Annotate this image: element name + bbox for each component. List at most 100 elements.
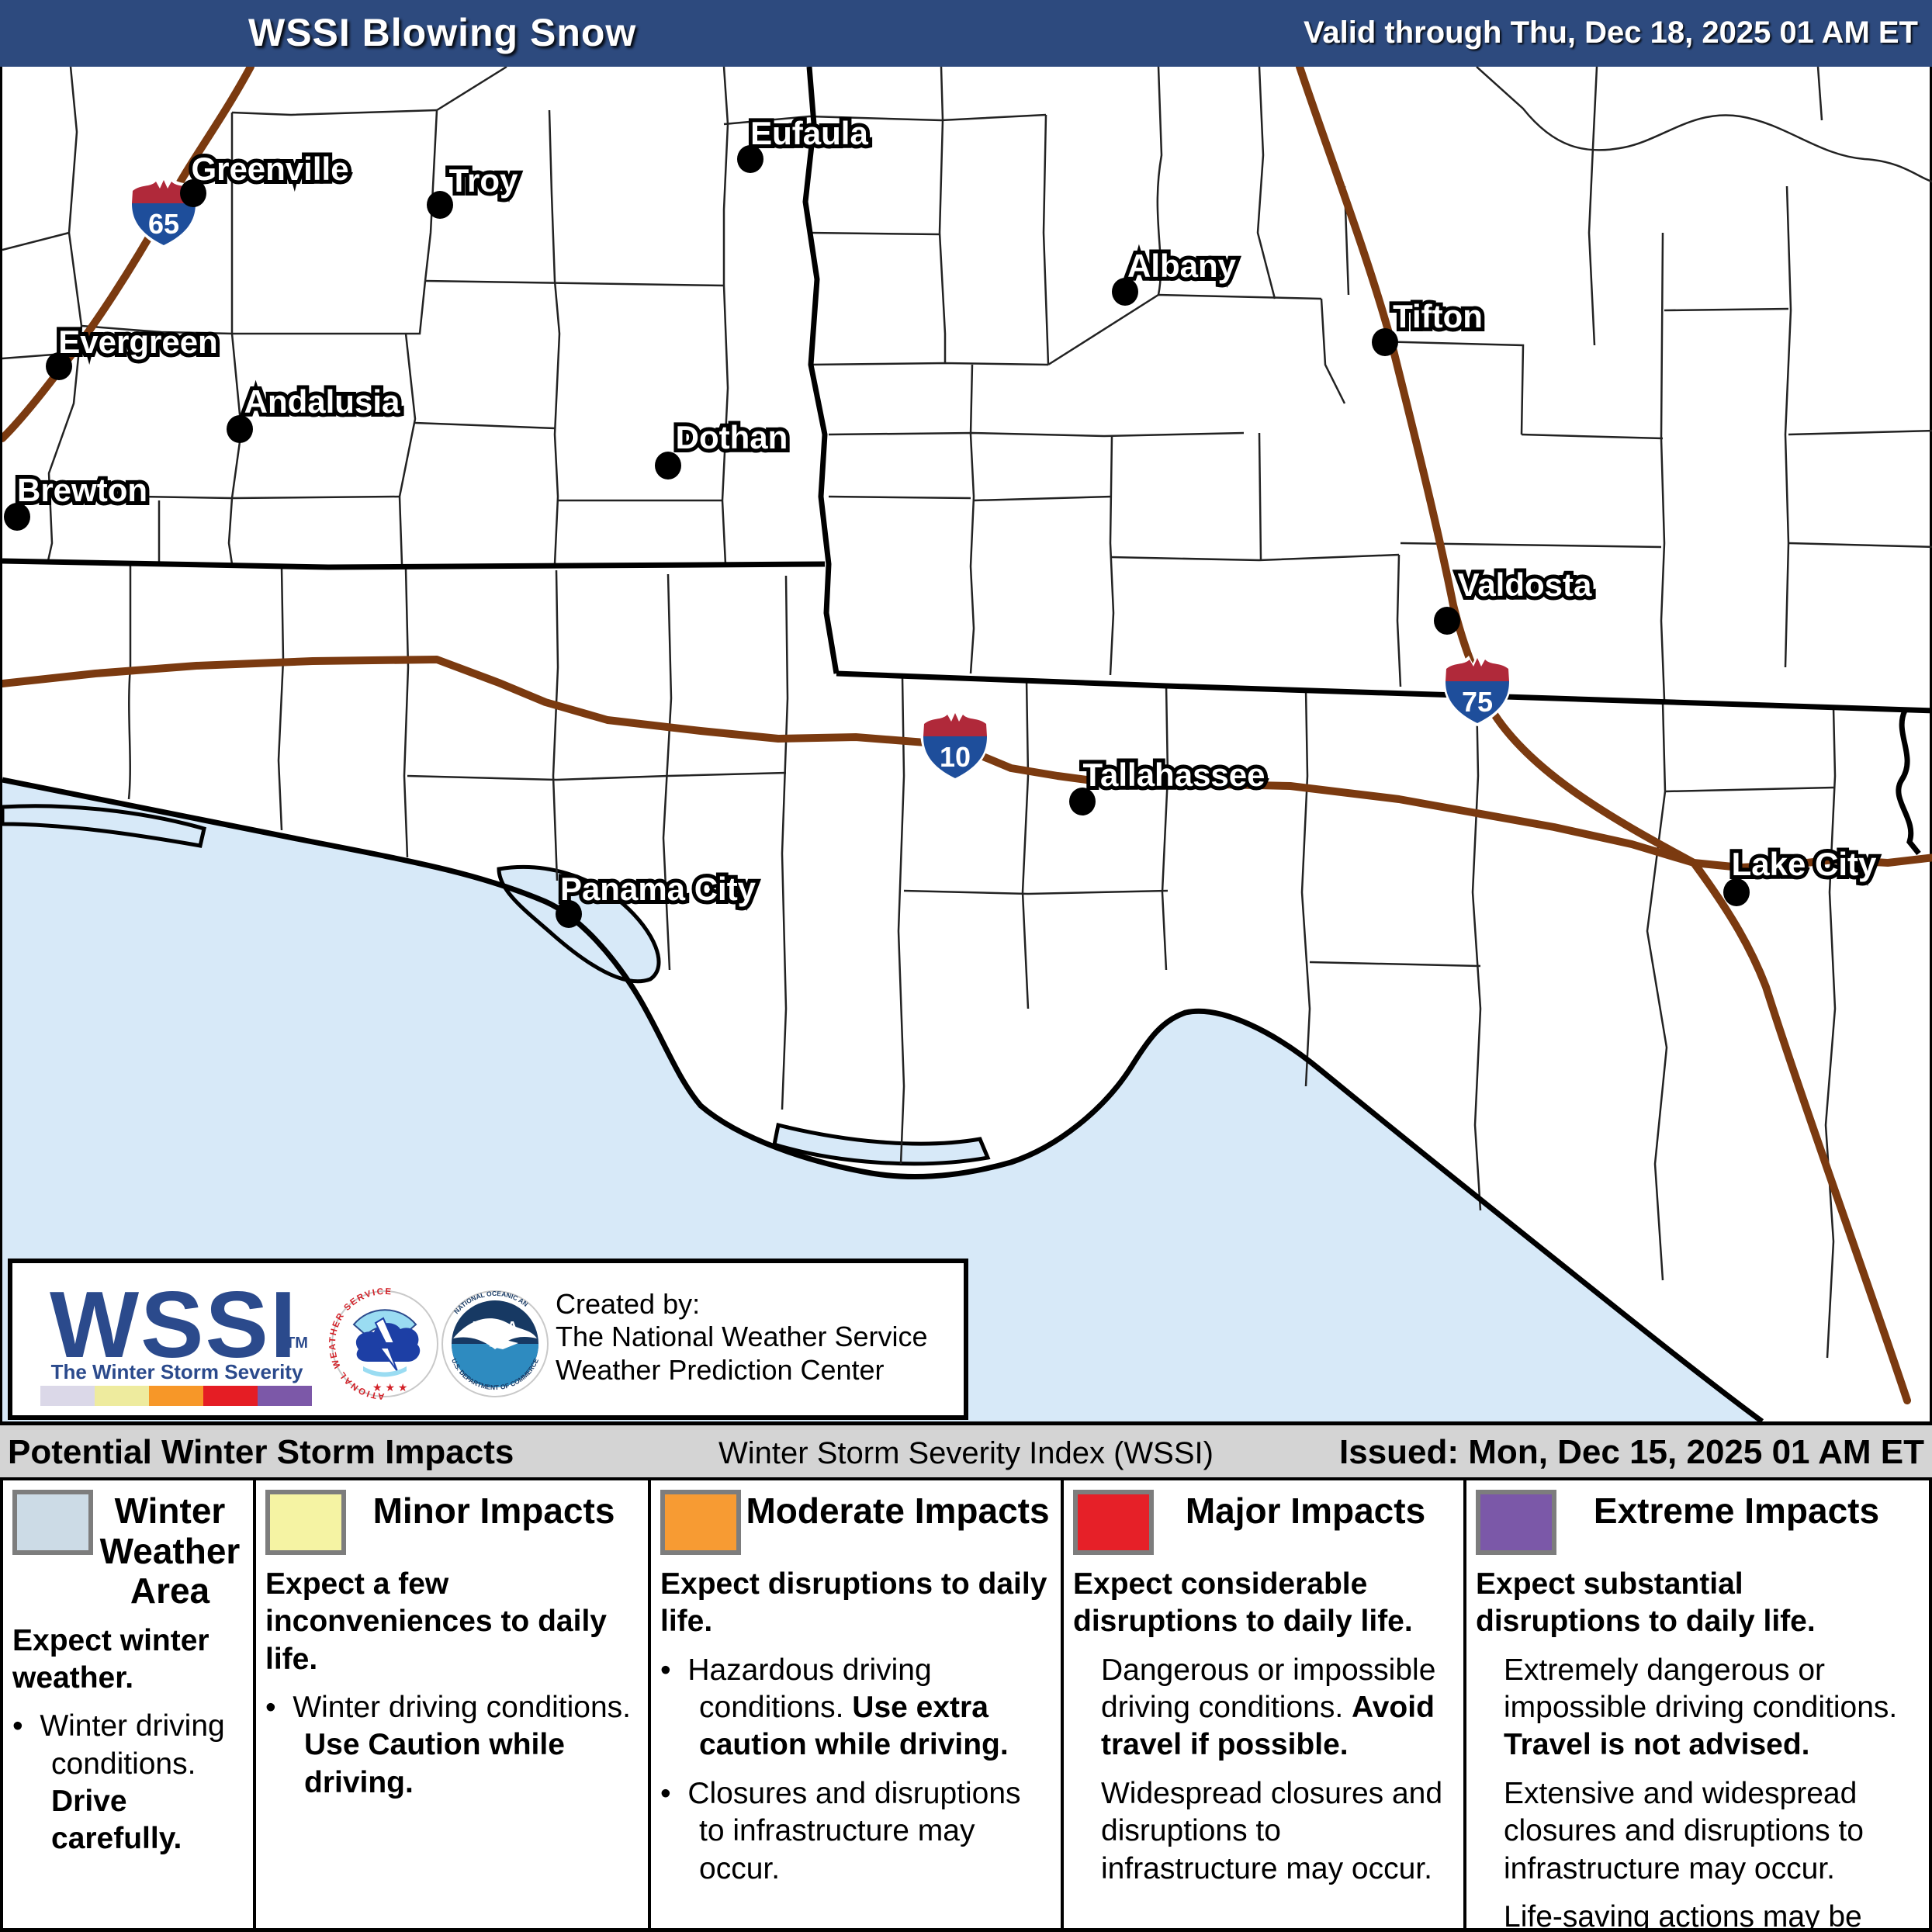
legend-col-title: Minor Impacts [372, 1491, 615, 1531]
legend-paragraph: • Winter driving conditions. Use Caution… [265, 1691, 632, 1799]
legend-paragraph: Widespread closures and disruptions to i… [1101, 1775, 1456, 1888]
colorbar-cell [258, 1386, 312, 1406]
legend-text-segment: Expect substantial disruptions to daily … [1476, 1567, 1816, 1639]
city-label: Eufaula [750, 115, 868, 151]
page-title: WSSI Blowing Snow [248, 11, 637, 54]
city-label: Troy [449, 162, 518, 199]
legend-text-segment: Use extra caution while driving. [699, 1691, 1009, 1762]
city-label: Dothan [676, 419, 788, 455]
major-impacts-swatch [1073, 1490, 1154, 1555]
city-label: Panama City [560, 871, 757, 907]
legend-text-segment: Expect a few inconveniences to daily lif… [265, 1567, 607, 1676]
legend-text-segment: Winter driving conditions. [40, 1709, 225, 1781]
city-dot [737, 145, 763, 173]
wssi-logo-text: WSSI [50, 1272, 298, 1377]
county-lines [2, 65, 1932, 1359]
colorbar-cell [203, 1386, 258, 1406]
road-i65 [0, 63, 254, 442]
legend-col-body: Expect winter weather. • Winter driving c… [3, 1612, 253, 1858]
extreme-impacts-swatch [1476, 1490, 1556, 1555]
created-by-line: Created by: [556, 1288, 701, 1320]
issued-timestamp: Issued: Mon, Dec 15, 2025 01 AM ET [1339, 1433, 1924, 1471]
city-dot [180, 179, 206, 207]
city-dot [1372, 328, 1398, 356]
city-dot [4, 503, 30, 531]
interstate-number: 75 [1462, 686, 1493, 718]
legend-text-segment: Hazardous driving conditions. [687, 1653, 932, 1725]
legend-col-head: Minor Impacts [256, 1480, 648, 1555]
legend-col-head: Extreme Impacts [1466, 1480, 1923, 1555]
legend-col-major: Major Impacts Expect considerable disrup… [1064, 1480, 1466, 1928]
legend-col-body: Expect substantial disruptions to daily … [1466, 1555, 1923, 1928]
map-area: 65 10 75 Greenville Troy Eufaula Albany Tifton… [0, 63, 1932, 1424]
legend-text-segment: Avoid travel if possible. [1101, 1691, 1435, 1762]
winter-weather-swatch [12, 1490, 93, 1555]
legend-col-title: Winter Weather Area [99, 1491, 241, 1612]
legend-text-segment: Widespread closures and disruptions to i… [1101, 1776, 1443, 1885]
city-label: Brewton [17, 472, 147, 508]
city-label: Albany [1127, 248, 1237, 284]
city-dot [227, 415, 253, 443]
created-by-line: The National Weather Service [556, 1321, 928, 1353]
legend-col-body: Expect considerable disruptions to daily… [1064, 1555, 1463, 1888]
impact-legend: Winter Weather Area Expect winter weathe… [0, 1480, 1932, 1932]
cities-layer: Greenville Troy Eufaula Albany Tifton Evergre… [4, 111, 1881, 928]
wssi-logo-box: WSSI TM The Winter Storm Severity Index … [8, 1259, 968, 1420]
map-canvas: 65 10 75 Greenville Troy Eufaula Albany Tifton… [0, 63, 1932, 1424]
legend-col-head: Major Impacts [1064, 1480, 1463, 1555]
legend-paragraph: Expect considerable disruptions to daily… [1073, 1566, 1456, 1641]
colorbar-cell [40, 1386, 95, 1406]
valid-through-label: Valid through Thu, Dec 18, 2025 01 AM ET [1303, 16, 1918, 50]
created-by-block: Created by: The National Weather Service… [556, 1288, 928, 1387]
road-i10 [0, 656, 1932, 871]
interstate-shield-icon: 10 [920, 709, 990, 781]
interstate-number: 65 [148, 208, 179, 240]
legend-text-segment: Life-saving actions may be needed. [1504, 1899, 1862, 1928]
wssi-tagline: The Winter Storm Severity Index [50, 1360, 303, 1407]
wssi-severity-colorbar [40, 1386, 312, 1406]
legend-paragraph: • Winter driving conditions. Drive caref… [12, 1709, 225, 1856]
legend-text-segment: Dangerous or impossible driving conditio… [1101, 1653, 1436, 1725]
colorbar-cell [149, 1386, 203, 1406]
city-dot [556, 900, 582, 928]
city-label: Lake City [1732, 846, 1877, 882]
legend-paragraph: Life-saving actions may be needed. [1504, 1899, 1915, 1928]
legend-col-winter-weather-area: Winter Weather Area Expect winter weathe… [3, 1480, 256, 1928]
legend-paragraph: Dangerous or impossible driving conditio… [1101, 1652, 1456, 1764]
legend-paragraph: Expect winter weather. [12, 1622, 245, 1698]
city-dot [46, 352, 72, 380]
state-borders [2, 66, 1932, 856]
legend-paragraph: Expect substantial disruptions to daily … [1476, 1566, 1915, 1641]
legend-text-segment: Extensive and widespread closures and di… [1504, 1776, 1864, 1885]
city-dot [427, 191, 453, 219]
legend-text-segment: Extremely dangerous or impossible drivin… [1504, 1653, 1898, 1725]
legend-text-segment: Expect disruptions to daily life. [660, 1567, 1047, 1639]
city-dot [1723, 878, 1750, 906]
legend-paragraph: Expect a few inconveniences to daily lif… [265, 1566, 640, 1678]
coastline [2, 777, 1764, 1424]
legend-col-body: Expect a few inconveniences to daily lif… [256, 1555, 648, 1802]
wssi-trademark: TM [286, 1335, 308, 1352]
legend-paragraph: • Closures and disruptions to infrastruc… [660, 1776, 1021, 1885]
legend-col-title: Moderate Impacts [746, 1491, 1050, 1531]
minor-impacts-swatch [265, 1490, 346, 1555]
legend-col-title: Major Impacts [1185, 1491, 1426, 1531]
nws-stars: ★ ★ ★ [372, 1381, 407, 1394]
legend-text-segment: Use Caution while driving. [304, 1728, 565, 1799]
city-dot [1069, 788, 1096, 815]
legend-text-segment: Closures and disruptions to infrastructu… [687, 1776, 1021, 1885]
moderate-impacts-swatch [660, 1490, 741, 1555]
legend-text-segment: Expect winter weather. [12, 1623, 209, 1695]
legend-paragraph: Expect disruptions to daily life. [660, 1566, 1053, 1641]
city-label: Tifton [1393, 298, 1483, 334]
nws-logo-icon: ★ ★ ★ NATIONAL WEATHER SERVICE [323, 1278, 438, 1401]
title-bar: WSSI Blowing Snow Valid through Thu, Dec… [0, 0, 1932, 67]
legend-col-moderate: Moderate Impacts Expect disruptions to d… [651, 1480, 1064, 1928]
issued-bar: Winter Storm Severity Index (WSSI) Poten… [0, 1421, 1932, 1480]
legend-col-body: Expect disruptions to daily life. • Hazar… [651, 1555, 1061, 1888]
interstate-number: 10 [940, 741, 971, 773]
city-label: Greenville [191, 151, 348, 187]
legend-text-segment: Winter driving conditions. [293, 1691, 632, 1725]
legend-col-head: Moderate Impacts [651, 1480, 1061, 1555]
